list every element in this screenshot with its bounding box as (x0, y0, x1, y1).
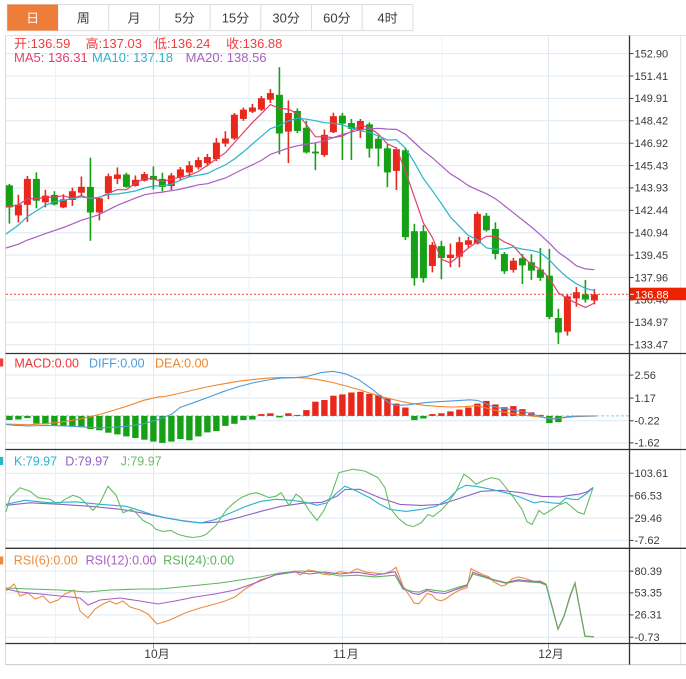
svg-text:142.44: 142.44 (635, 205, 669, 217)
svg-text:MACD:0.00: MACD:0.00 (14, 356, 79, 370)
svg-text:145.43: 145.43 (635, 160, 669, 172)
svg-text:J:79.97: J:79.97 (121, 454, 162, 468)
svg-text:80.39: 80.39 (635, 566, 663, 578)
svg-text:152.90: 152.90 (635, 48, 669, 60)
svg-text:K:79.97: K:79.97 (14, 454, 57, 468)
svg-text:134.97: 134.97 (635, 317, 669, 329)
svg-text:2.56: 2.56 (635, 370, 656, 382)
svg-text:10: 10 (144, 647, 158, 661)
svg-text:DEA:0.00: DEA:0.00 (155, 356, 209, 370)
svg-text:12: 12 (538, 647, 552, 661)
svg-text:MA10: 137.18: MA10: 137.18 (92, 50, 173, 65)
svg-text:26.31: 26.31 (635, 610, 663, 622)
svg-text:133.47: 133.47 (635, 340, 669, 352)
svg-text:136.88: 136.88 (635, 289, 669, 301)
svg-text:-0.73: -0.73 (635, 632, 660, 644)
svg-text::136.88: :136.88 (239, 36, 282, 51)
svg-text:RSI(24):0.00: RSI(24):0.00 (163, 554, 234, 568)
svg-text:1.17: 1.17 (635, 393, 656, 405)
svg-text:15: 15 (222, 11, 236, 26)
svg-text:151.41: 151.41 (635, 71, 669, 83)
svg-text:66.53: 66.53 (635, 491, 663, 503)
svg-text:RSI(12):0.00: RSI(12):0.00 (86, 554, 157, 568)
svg-text:4: 4 (377, 11, 384, 26)
svg-text::136.24: :136.24 (167, 36, 210, 51)
svg-text:149.91: 149.91 (635, 93, 669, 105)
svg-text:-0.22: -0.22 (635, 416, 660, 428)
svg-text:103.61: 103.61 (635, 468, 669, 480)
svg-text:143.93: 143.93 (635, 183, 669, 195)
svg-text:D:79.97: D:79.97 (65, 454, 109, 468)
svg-text:146.92: 146.92 (635, 138, 669, 150)
svg-text:53.35: 53.35 (635, 588, 663, 600)
svg-text:148.42: 148.42 (635, 116, 669, 128)
svg-text:30: 30 (272, 11, 286, 26)
svg-text:139.45: 139.45 (635, 250, 669, 262)
svg-text::136.59: :136.59 (27, 36, 70, 51)
svg-text::137.03: :137.03 (99, 36, 142, 51)
svg-text:5: 5 (175, 11, 182, 26)
svg-text:DIFF:0.00: DIFF:0.00 (89, 356, 145, 370)
svg-text:140.94: 140.94 (635, 228, 669, 240)
svg-text:29.46: 29.46 (635, 513, 663, 525)
svg-text:137.96: 137.96 (635, 272, 669, 284)
svg-text:-7.62: -7.62 (635, 535, 660, 547)
svg-text:-1.62: -1.62 (635, 438, 660, 450)
svg-text:RSI(6):0.00: RSI(6):0.00 (14, 554, 78, 568)
svg-text:MA20: 138.56: MA20: 138.56 (186, 50, 267, 65)
svg-text:11: 11 (333, 647, 346, 661)
svg-text:60: 60 (323, 11, 337, 26)
svg-text:MA5: 136.31: MA5: 136.31 (14, 50, 88, 65)
